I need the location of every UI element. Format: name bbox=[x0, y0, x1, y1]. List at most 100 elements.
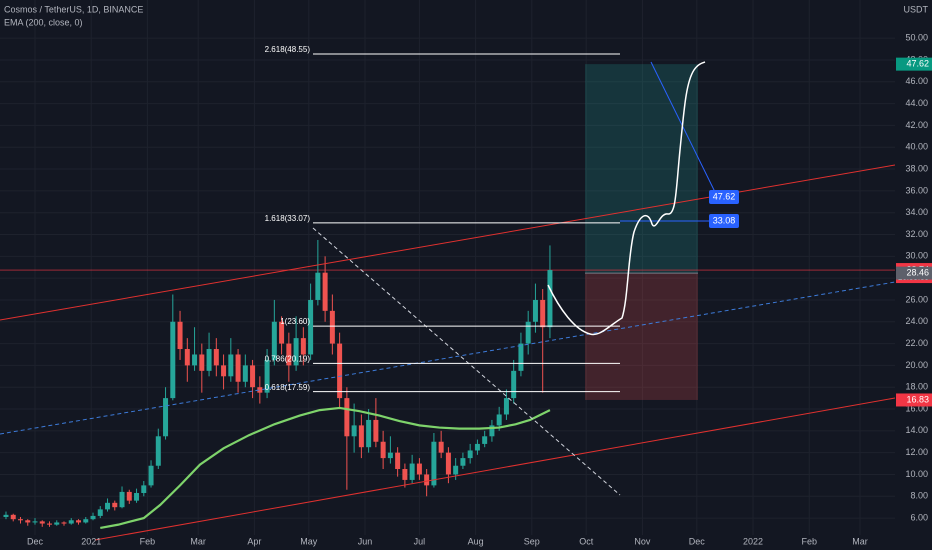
y-tick-label: 16.00 bbox=[905, 403, 928, 413]
candle-body bbox=[503, 398, 509, 415]
x-tick-label: Apr bbox=[247, 536, 261, 546]
candle-body bbox=[525, 321, 531, 344]
price-label: 28.46 bbox=[906, 267, 929, 277]
x-tick-label: May bbox=[300, 536, 318, 546]
candle-body bbox=[192, 354, 198, 366]
annotation-badge bbox=[709, 214, 739, 228]
candle-body bbox=[10, 514, 16, 520]
candle-body bbox=[184, 349, 190, 366]
candle-body bbox=[344, 398, 350, 437]
y-tick-label: 38.00 bbox=[905, 163, 928, 173]
candle-body bbox=[170, 321, 176, 399]
y-tick-label: 32.00 bbox=[905, 229, 928, 239]
y-tick-label: 6.00 bbox=[910, 512, 928, 522]
candle-body bbox=[54, 522, 60, 525]
x-tick-label: Dec bbox=[27, 536, 44, 546]
candle-body bbox=[467, 450, 473, 459]
candle-body bbox=[308, 299, 314, 355]
x-tick-label: 2021 bbox=[81, 536, 101, 546]
y-tick-label: 24.00 bbox=[905, 316, 928, 326]
fib-label: 1(23.60) bbox=[280, 317, 310, 326]
candle-body bbox=[39, 521, 45, 524]
currency: USDT bbox=[904, 4, 929, 14]
candle-body bbox=[337, 343, 343, 399]
y-tick-label: 44.00 bbox=[905, 98, 928, 108]
x-tick-label: Oct bbox=[579, 536, 594, 546]
y-tick-label: 22.00 bbox=[905, 338, 928, 348]
candle-body bbox=[134, 493, 140, 501]
candle-body bbox=[300, 338, 306, 355]
candle-body bbox=[511, 370, 517, 399]
candle-body bbox=[518, 343, 524, 371]
candle-body bbox=[366, 419, 372, 448]
fib-label: 2.618(48.55) bbox=[265, 45, 311, 54]
fib-label: 0.618(17.59) bbox=[265, 383, 311, 392]
candle-body bbox=[489, 425, 495, 437]
y-tick-label: 50.00 bbox=[905, 33, 928, 43]
channel-upper bbox=[0, 164, 896, 321]
candle-body bbox=[97, 509, 103, 516]
candle-body bbox=[460, 458, 466, 466]
candle-body bbox=[257, 387, 263, 393]
candle-body bbox=[540, 299, 546, 328]
fib-label: 1.618(33.07) bbox=[265, 214, 311, 223]
candle-body bbox=[286, 343, 292, 366]
candle-body bbox=[221, 365, 227, 377]
candle-body bbox=[32, 521, 38, 523]
candle-body bbox=[126, 491, 132, 501]
x-tick-label: Mar bbox=[852, 536, 868, 546]
annotation-badge bbox=[709, 190, 739, 204]
projection-curve bbox=[547, 61, 706, 336]
candle-body bbox=[358, 425, 364, 448]
price-badge bbox=[896, 393, 932, 407]
candle-body bbox=[112, 502, 118, 508]
y-tick-label: 18.00 bbox=[905, 382, 928, 392]
candle-body bbox=[242, 365, 248, 382]
candle-body bbox=[83, 519, 89, 523]
x-tick-label: Feb bbox=[140, 536, 156, 546]
y-tick-label: 36.00 bbox=[905, 185, 928, 195]
y-tick-label: 30.00 bbox=[905, 251, 928, 261]
candle-body bbox=[235, 354, 241, 382]
symbol-title: Cosmos / TetherUS, 1D, BINANCE bbox=[4, 4, 143, 14]
axis-labels: 6.00 8.00 10.00 12.00 14.00 16.00 18.00 20.00 22… bbox=[27, 33, 932, 546]
channel-mid bbox=[0, 281, 896, 435]
price-label: 47.62 bbox=[906, 59, 929, 69]
candle-body bbox=[402, 469, 408, 480]
candle-body bbox=[532, 299, 538, 322]
x-tick-label: Mar bbox=[190, 536, 206, 546]
y-tick-label: 42.00 bbox=[905, 120, 928, 130]
overlay: 2.618(48.55) 1.618(33.07) 1(23.60) 0.786(20… bbox=[265, 45, 739, 393]
stop-zone bbox=[585, 273, 698, 400]
candle-body bbox=[264, 359, 270, 393]
candle-body bbox=[279, 321, 285, 344]
candle-body bbox=[25, 520, 31, 523]
channel-lower bbox=[94, 397, 896, 541]
candle-body bbox=[387, 452, 393, 459]
candle-body bbox=[177, 321, 183, 350]
x-tick-label: Nov bbox=[634, 536, 651, 546]
x-tick-label: Feb bbox=[801, 536, 817, 546]
indicator-label: EMA (200, close, 0) bbox=[4, 17, 83, 27]
ema-line bbox=[100, 406, 551, 529]
candle-body bbox=[271, 321, 277, 360]
candle-body bbox=[438, 441, 444, 453]
y-tick-label: 14.00 bbox=[905, 425, 928, 435]
x-tick-label: Dec bbox=[689, 536, 706, 546]
candle-body bbox=[141, 485, 147, 494]
candle-body bbox=[351, 425, 357, 437]
trend-dashed bbox=[312, 227, 621, 496]
x-tick-label: Sep bbox=[524, 536, 540, 546]
candle-body bbox=[293, 338, 299, 366]
candle-body bbox=[3, 514, 9, 518]
candle-body bbox=[148, 465, 154, 486]
price-badge bbox=[896, 266, 932, 280]
candle-body bbox=[199, 354, 205, 371]
x-tick-label: Jun bbox=[358, 536, 373, 546]
price-label: 16.83 bbox=[906, 394, 929, 404]
grid bbox=[0, 0, 895, 535]
y-tick-label: 46.00 bbox=[905, 76, 928, 86]
candle-body bbox=[482, 436, 488, 444]
